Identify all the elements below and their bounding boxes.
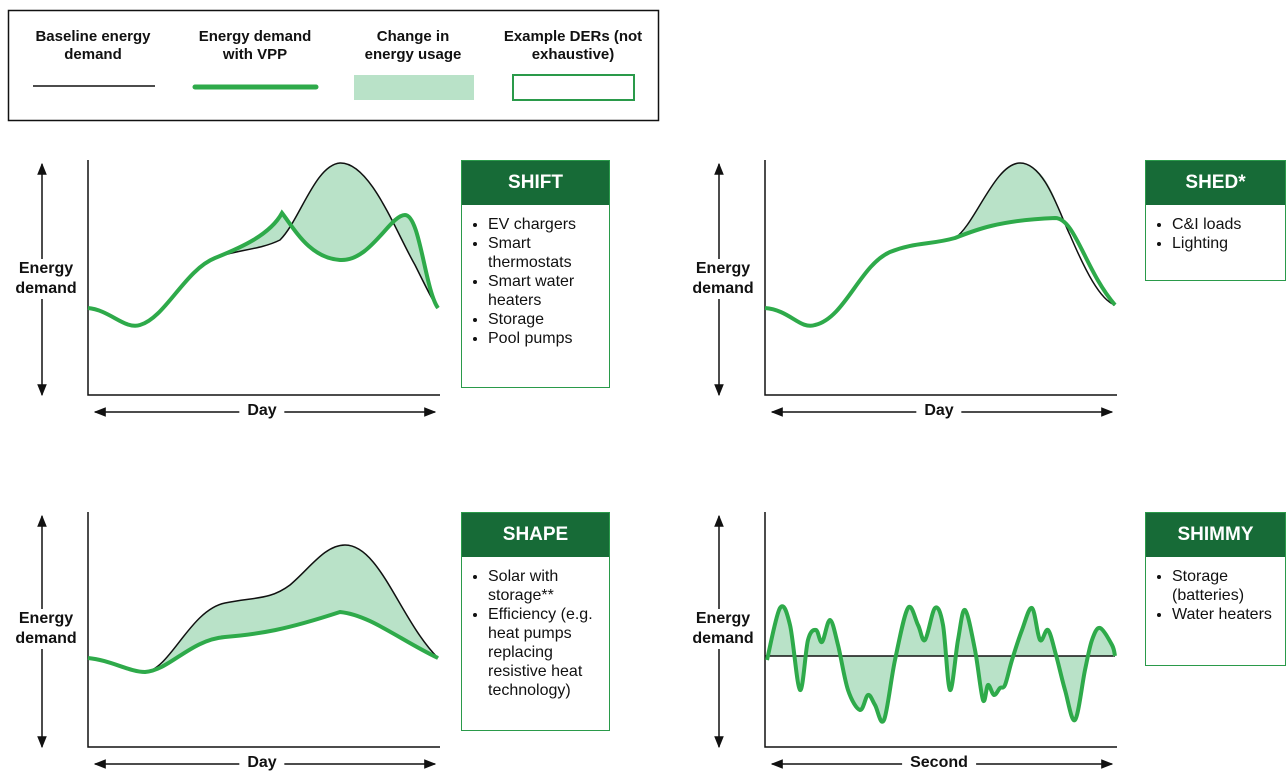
axis bbox=[764, 160, 1117, 396]
vpp-curve bbox=[87, 209, 440, 328]
legend-der-swatch bbox=[512, 74, 635, 101]
der-box: SHAPE Solar with storage**Efficiency (e.g… bbox=[461, 512, 610, 731]
axis bbox=[87, 512, 440, 748]
der-item: Water heaters bbox=[1172, 605, 1279, 624]
change-area bbox=[767, 606, 1115, 722]
der-box: SHED* C&I loadsLighting bbox=[1145, 160, 1286, 281]
change-area bbox=[145, 545, 438, 672]
der-item: EV chargers bbox=[488, 215, 603, 234]
der-item: Lighting bbox=[1172, 234, 1279, 253]
der-item: Efficiency (e.g. heat pumps replacing re… bbox=[488, 605, 603, 700]
der-box: SHIMMY Storage (batteries)Water heaters bbox=[1145, 512, 1286, 666]
box-title: SHED* bbox=[1146, 161, 1285, 205]
change-area bbox=[955, 163, 1062, 238]
baseline-curve bbox=[764, 162, 1116, 327]
x-axis-label: Second bbox=[902, 754, 976, 772]
der-list: EV chargersSmart thermostatsSmart water … bbox=[462, 215, 609, 348]
x-axis-label: Day bbox=[239, 402, 285, 420]
box-title: SHAPE bbox=[462, 513, 609, 557]
legend-frame bbox=[7, 9, 660, 122]
der-item: Smart water heaters bbox=[488, 272, 603, 310]
axis bbox=[764, 512, 1117, 748]
der-item: Solar with storage** bbox=[488, 567, 603, 605]
der-item: C&I loads bbox=[1172, 215, 1279, 234]
y-axis-label: Energy demand bbox=[687, 609, 759, 649]
der-item: Storage (batteries) bbox=[1172, 567, 1279, 605]
legend-label: Baseline energy demand bbox=[35, 28, 151, 63]
der-box: SHIFT EV chargersSmart thermostatsSmart w… bbox=[461, 160, 610, 388]
vpp-curve bbox=[765, 604, 1117, 724]
box-title: SHIMMY bbox=[1146, 513, 1285, 557]
vpp-curve bbox=[87, 609, 439, 675]
der-item: Smart thermostats bbox=[488, 234, 603, 272]
axis bbox=[87, 160, 440, 396]
legend-label: Change in energy usage bbox=[364, 28, 462, 63]
x-axis-label: Day bbox=[239, 754, 285, 772]
y-axis-label: Energy demand bbox=[687, 259, 759, 299]
x-axis-label: Day bbox=[916, 402, 962, 420]
legend-label: Energy demand with VPP bbox=[198, 28, 312, 63]
vpp-curve bbox=[764, 215, 1117, 328]
y-axis-label: Energy demand bbox=[10, 259, 82, 299]
legend-label: Example DERs (not exhaustive) bbox=[503, 28, 643, 63]
box-title: SHIFT bbox=[462, 161, 609, 205]
der-list: Storage (batteries)Water heaters bbox=[1146, 567, 1285, 624]
legend-change-swatch bbox=[354, 75, 474, 100]
der-list: Solar with storage**Efficiency (e.g. hea… bbox=[462, 567, 609, 700]
der-item: Pool pumps bbox=[488, 329, 603, 348]
y-axis-label: Energy demand bbox=[10, 609, 82, 649]
der-list: C&I loadsLighting bbox=[1146, 215, 1285, 253]
change-area bbox=[215, 162, 438, 308]
der-item: Storage bbox=[488, 310, 603, 329]
